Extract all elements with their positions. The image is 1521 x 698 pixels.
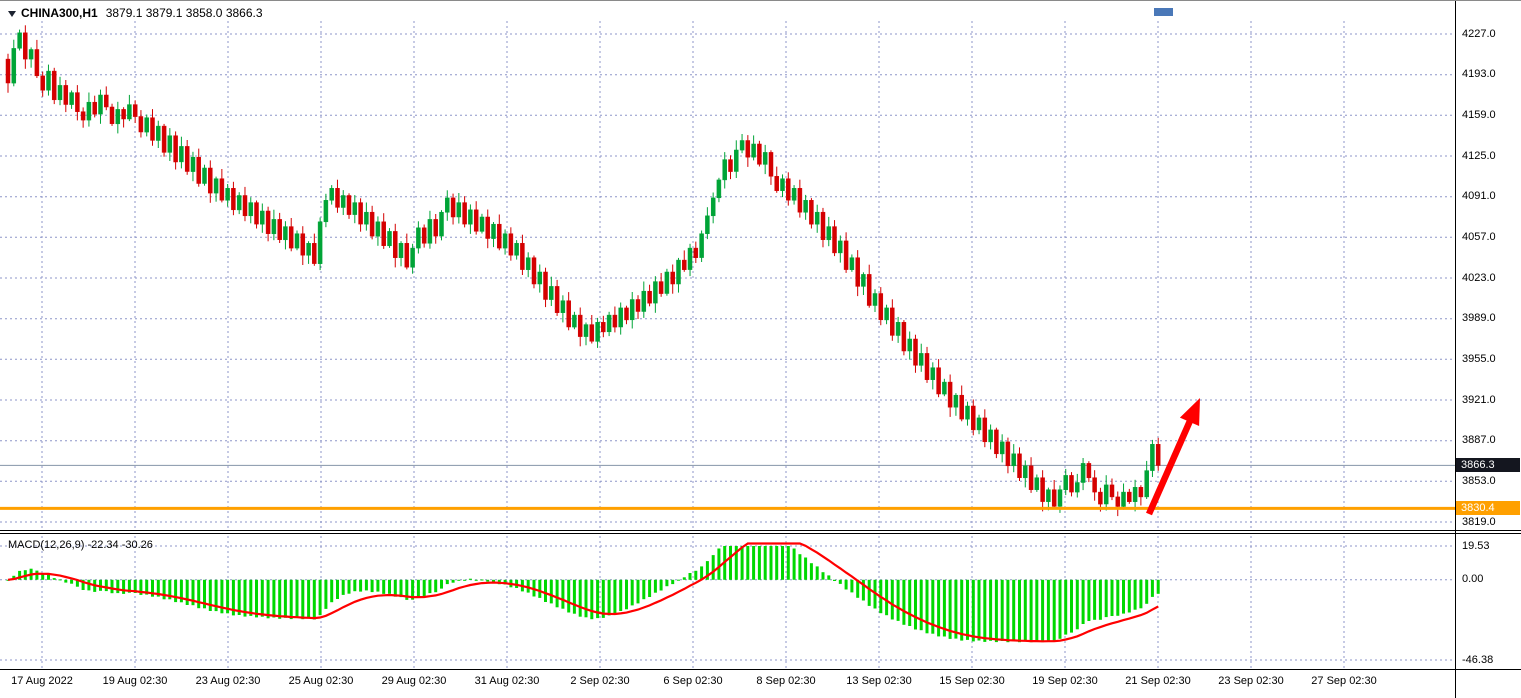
time-axis-label: 31 Aug 02:30 [474, 675, 540, 687]
time-axis-label: 25 Aug 02:30 [288, 675, 354, 687]
current-price-badge: 3866.3 [1456, 458, 1520, 473]
time-axis-label: 23 Sep 02:30 [1218, 675, 1284, 687]
price-tick-label: 3921.0 [1462, 393, 1496, 406]
up-arrow-head [1179, 398, 1200, 426]
time-axis-label: 17 Aug 2022 [11, 675, 73, 687]
time-axis-label: 6 Sep 02:30 [663, 675, 723, 687]
axis-separator-line [1455, 1, 1456, 698]
time-axis-label: 23 Aug 02:30 [195, 675, 261, 687]
price-tick-label: 3955.0 [1462, 352, 1496, 365]
price-tick-label: 3989.0 [1462, 312, 1496, 325]
price-tick-label: 3819.0 [1462, 515, 1496, 528]
price-tick-label: 4091.0 [1462, 190, 1496, 203]
macd-histogram [6, 546, 1160, 643]
price-tick-label: 3853.0 [1462, 474, 1496, 487]
macd-tick-label: 19.53 [1462, 539, 1490, 552]
time-axis-label: 15 Sep 02:30 [939, 675, 1005, 687]
collapse-triangle-icon[interactable] [8, 11, 16, 17]
price-tick-label: 4159.0 [1462, 108, 1496, 121]
price-tick-label: 4023.0 [1462, 271, 1496, 284]
time-axis-label: 29 Aug 02:30 [381, 675, 447, 687]
support-level-badge: 3830.4 [1456, 501, 1520, 516]
candles-layer [5, 25, 1161, 517]
price-tick-label: 3887.0 [1462, 434, 1496, 447]
time-axis-label: 8 Sep 02:30 [756, 675, 816, 687]
time-axis-label: 19 Sep 02:30 [1032, 675, 1098, 687]
price-tick-label: 4057.0 [1462, 230, 1496, 243]
time-axis-separator [0, 669, 1521, 670]
up-arrow-annotation [1146, 414, 1195, 516]
macd-signal-line [7, 542, 1159, 643]
time-axis-label: 21 Sep 02:30 [1125, 675, 1191, 687]
price-tick-label: 4227.0 [1462, 27, 1496, 40]
symbol-legend: CHINA300,H1 3879.1 3879.1 3858.0 3866.3 [8, 6, 263, 20]
symbol-timeframe: CHINA300,H1 [21, 6, 98, 20]
price-tick-label: 4125.0 [1462, 149, 1496, 162]
time-axis-label: 19 Aug 02:30 [102, 675, 168, 687]
panel-separator[interactable] [0, 530, 1521, 534]
time-axis-label: 27 Sep 02:30 [1311, 675, 1377, 687]
macd-indicator-legend: MACD(12,26,9) -22.34 -30.26 [8, 539, 153, 551]
time-axis-label: 13 Sep 02:30 [846, 675, 912, 687]
macd-axis[interactable] [1456, 535, 1521, 669]
time-axis-label: 2 Sep 02:30 [570, 675, 630, 687]
price-tick-label: 4193.0 [1462, 68, 1496, 81]
macd-tick-label: 0.00 [1462, 573, 1484, 586]
scroll-position-marker [1154, 8, 1173, 16]
macd-tick-label: -46.38 [1462, 653, 1494, 666]
ohlc-values: 3879.1 3879.1 3858.0 3866.3 [105, 6, 263, 20]
